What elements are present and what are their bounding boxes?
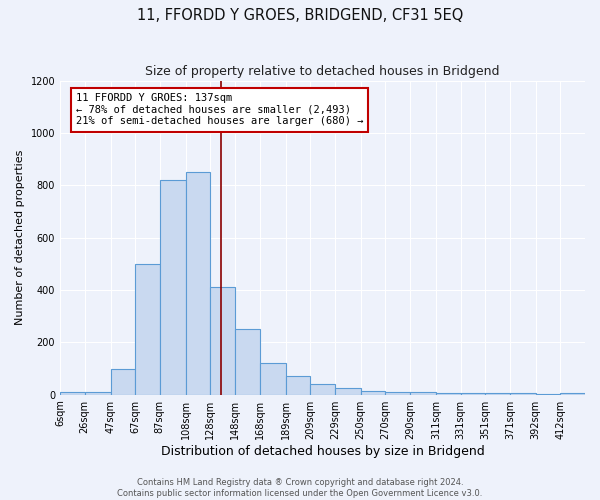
Title: Size of property relative to detached houses in Bridgend: Size of property relative to detached ho… — [145, 65, 500, 78]
Bar — [110, 368, 135, 394]
Bar — [60, 392, 85, 394]
Bar — [260, 364, 286, 394]
Bar — [160, 180, 186, 394]
Y-axis label: Number of detached properties: Number of detached properties — [15, 150, 25, 326]
Bar — [135, 264, 160, 394]
Bar — [310, 384, 335, 394]
X-axis label: Distribution of detached houses by size in Bridgend: Distribution of detached houses by size … — [161, 444, 484, 458]
Bar — [286, 376, 310, 394]
Text: Contains HM Land Registry data ® Crown copyright and database right 2024.
Contai: Contains HM Land Registry data ® Crown c… — [118, 478, 482, 498]
Bar — [436, 392, 461, 394]
Text: 11 FFORDD Y GROES: 137sqm
← 78% of detached houses are smaller (2,493)
21% of se: 11 FFORDD Y GROES: 137sqm ← 78% of detac… — [76, 93, 363, 126]
Text: 11, FFORDD Y GROES, BRIDGEND, CF31 5EQ: 11, FFORDD Y GROES, BRIDGEND, CF31 5EQ — [137, 8, 463, 22]
Bar — [410, 392, 436, 394]
Bar — [235, 330, 260, 394]
Bar — [335, 388, 361, 394]
Bar — [485, 392, 510, 394]
Bar — [385, 392, 410, 394]
Bar — [85, 392, 110, 394]
Bar — [361, 391, 385, 394]
Bar — [186, 172, 211, 394]
Bar — [211, 288, 235, 395]
